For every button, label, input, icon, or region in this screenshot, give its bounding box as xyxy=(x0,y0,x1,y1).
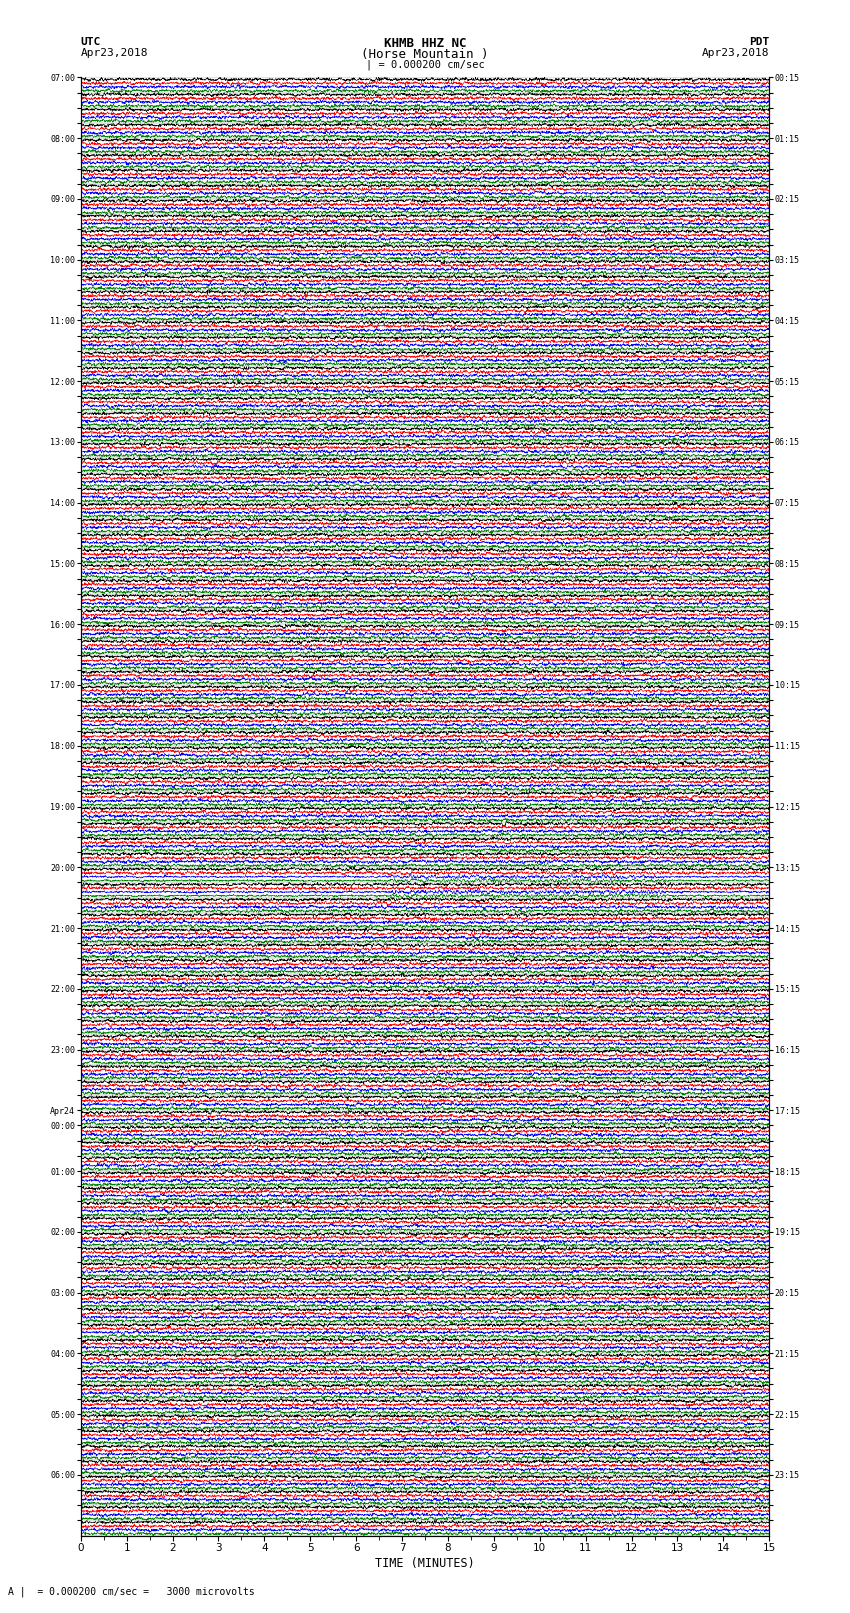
Text: | = 0.000200 cm/sec: | = 0.000200 cm/sec xyxy=(366,60,484,71)
Text: Apr23,2018: Apr23,2018 xyxy=(81,48,148,58)
Text: PDT: PDT xyxy=(749,37,769,47)
Text: (Horse Mountain ): (Horse Mountain ) xyxy=(361,48,489,61)
X-axis label: TIME (MINUTES): TIME (MINUTES) xyxy=(375,1558,475,1571)
Text: UTC: UTC xyxy=(81,37,101,47)
Text: KHMB HHZ NC: KHMB HHZ NC xyxy=(383,37,467,50)
Text: Apr23,2018: Apr23,2018 xyxy=(702,48,769,58)
Text: A |  = 0.000200 cm/sec =   3000 microvolts: A | = 0.000200 cm/sec = 3000 microvolts xyxy=(8,1586,255,1597)
